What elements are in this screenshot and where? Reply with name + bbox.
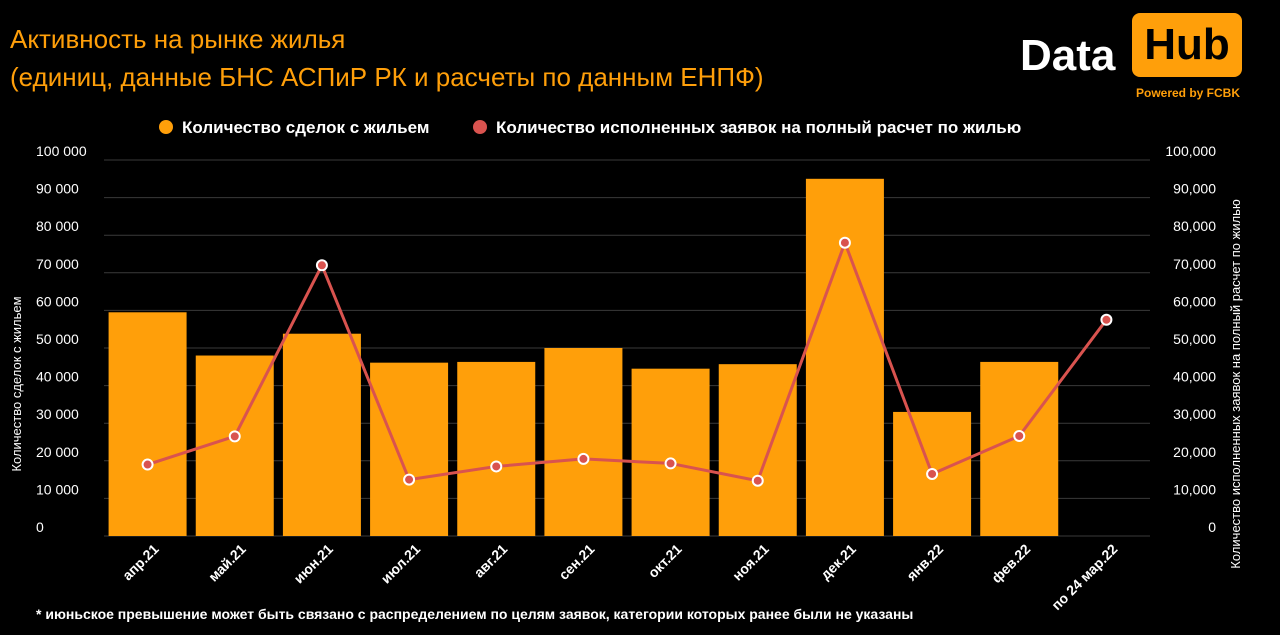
x-tick-label: по 24 мар.22 xyxy=(1048,541,1121,614)
y-tick-label-left: 10 000 xyxy=(36,481,79,497)
y-axis-right: 0 10,000 20,000 30,000 40,000 50,000 60,000 70,… xyxy=(1165,143,1216,535)
x-tick-label: апр.21 xyxy=(119,541,162,584)
x-tick-label: сен.21 xyxy=(555,541,597,583)
bar-series xyxy=(108,178,1059,537)
bar xyxy=(108,312,187,536)
x-tick-label: июл.21 xyxy=(378,541,424,587)
y-tick-label-right: 90,000 xyxy=(1173,181,1216,197)
bar xyxy=(718,364,797,536)
y-axis-left: 0 10 000 20 000 30 000 40 000 50 000 60 000 70 … xyxy=(36,143,87,535)
bar xyxy=(457,361,536,536)
legend-marker-line xyxy=(473,120,487,134)
y-tick-label-right: 30,000 xyxy=(1173,406,1216,422)
bar xyxy=(805,178,884,537)
y-tick-label-right: 50,000 xyxy=(1173,331,1216,347)
legend-label-bars: Количество сделок с жильем xyxy=(182,118,429,137)
line-point xyxy=(141,458,154,471)
x-axis: апр.21 май.21 июн.21 июл.21 авг.21 сен.21 окт.… xyxy=(119,541,1121,614)
y-tick-label-left: 100 000 xyxy=(36,143,87,159)
y-tick-label-right: 10,000 xyxy=(1173,481,1216,497)
x-tick-label: фев.22 xyxy=(988,541,1033,586)
line-point xyxy=(490,460,503,473)
y-tick-label-right: 60,000 xyxy=(1173,293,1216,309)
y-tick-label-left: 70 000 xyxy=(36,256,79,272)
line-point xyxy=(926,467,939,480)
line-point xyxy=(228,430,241,443)
bar xyxy=(282,333,361,536)
y-tick-label-right: 100,000 xyxy=(1165,143,1216,159)
logo-tagline: Powered by FCBK xyxy=(1135,86,1240,100)
y-tick-label-right: 0 xyxy=(1208,519,1216,535)
bar xyxy=(980,361,1059,536)
y-tick-label-left: 40 000 xyxy=(36,369,79,385)
bar xyxy=(370,362,449,536)
line-point xyxy=(1013,429,1026,442)
legend-marker-bars xyxy=(159,120,173,134)
series-line xyxy=(147,241,1108,483)
y-tick-label-left: 30 000 xyxy=(36,406,79,422)
y-tick-label-left: 90 000 xyxy=(36,181,79,197)
line-point xyxy=(838,236,851,249)
line-series xyxy=(141,236,1113,487)
chart-title-line2: (единиц, данные БНС АСПиР РК и расчеты п… xyxy=(10,62,764,92)
y-tick-label-left: 20 000 xyxy=(36,444,79,460)
logo-hub-box: Hub xyxy=(1132,13,1242,77)
x-tick-label: июн.21 xyxy=(290,541,336,587)
footnote: * июньское превышение может быть связано… xyxy=(36,606,914,622)
chart-title: Активность на рынке жилья (единиц, данны… xyxy=(10,20,764,96)
bar xyxy=(631,368,710,536)
y-tick-label-right: 80,000 xyxy=(1173,218,1216,234)
y-tick-label-left: 60 000 xyxy=(36,293,79,309)
x-tick-label: янв.22 xyxy=(903,541,946,584)
legend-label-line: Количество исполненных заявок на полный … xyxy=(496,118,1021,137)
line-point xyxy=(315,259,328,272)
y-axis-right-label: Количество исполненных заявок на полный … xyxy=(1228,199,1243,569)
y-tick-label-left: 80 000 xyxy=(36,218,79,234)
line-point xyxy=(1100,313,1113,326)
bar xyxy=(544,348,623,536)
y-tick-label-left: 50 000 xyxy=(36,331,79,347)
x-tick-label: дек.21 xyxy=(817,541,859,583)
x-tick-label: ноя.21 xyxy=(729,541,772,584)
y-tick-label-left: 0 xyxy=(36,519,44,535)
y-tick-label-right: 40,000 xyxy=(1173,369,1216,385)
legend: Количество сделок с жильем Количество исп… xyxy=(159,118,1021,137)
line-point xyxy=(664,457,677,470)
chart-title-line1: Активность на рынке жилья xyxy=(10,24,346,54)
x-tick-label: май.21 xyxy=(205,541,249,585)
line-point xyxy=(403,473,416,486)
datahub-logo: Data Hub Powered by FCBK xyxy=(1020,12,1250,102)
y-axis-left-label: Количество сделок с жильем xyxy=(9,296,24,471)
x-tick-label: окт.21 xyxy=(645,541,685,581)
line-point xyxy=(577,452,590,465)
y-tick-label-right: 20,000 xyxy=(1173,444,1216,460)
x-tick-label: авг.21 xyxy=(471,541,511,581)
y-tick-label-right: 70,000 xyxy=(1173,256,1216,272)
logo-word-data: Data xyxy=(1020,31,1116,80)
logo-word-hub: Hub xyxy=(1144,20,1230,69)
line-point xyxy=(751,474,764,487)
